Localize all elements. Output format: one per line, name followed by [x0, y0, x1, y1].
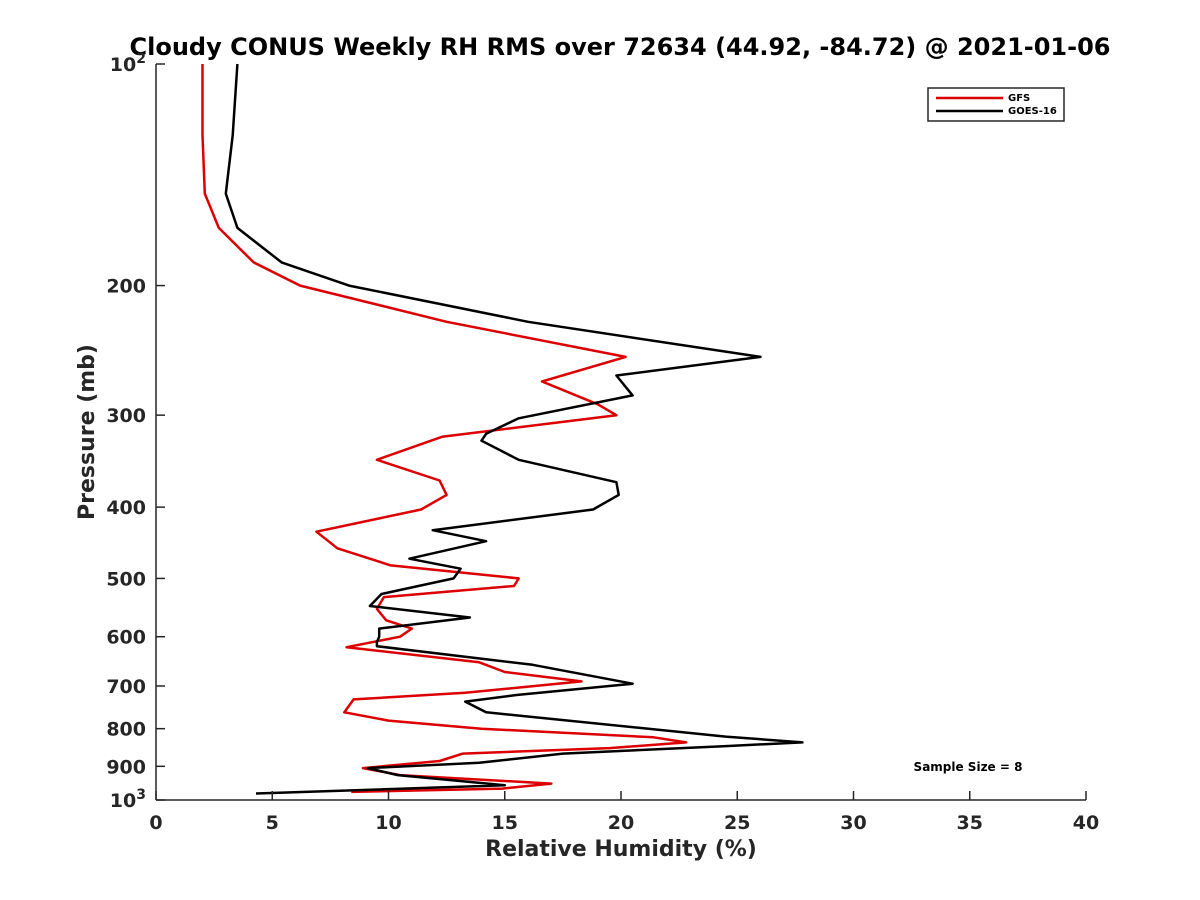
- x-tick-label: 10: [375, 812, 401, 834]
- y-tick-label: 400: [106, 497, 146, 519]
- sample-size-annotation: Sample Size = 8: [914, 760, 1023, 774]
- series-line-gfs: [201, 64, 688, 794]
- x-tick-label: 35: [957, 812, 983, 834]
- y-axis-label: Pressure (mb): [75, 344, 100, 520]
- legend-label-goes16: GOES-16: [1008, 106, 1057, 117]
- y-tick-label: 200: [106, 276, 146, 298]
- x-tick-label: 15: [492, 812, 518, 834]
- x-axis-label: Relative Humidity (%): [485, 837, 757, 862]
- legend-label-gfs: GFS: [1008, 93, 1030, 104]
- y-tick-label: 300: [106, 405, 146, 427]
- legend: GFS GOES-16: [927, 87, 1065, 122]
- y-tick-label: 600: [106, 627, 146, 649]
- legend-box: [927, 87, 1065, 122]
- plot-lines: [201, 63, 804, 795]
- y-tick-label: 103: [110, 787, 146, 812]
- x-tick-label: 0: [149, 812, 162, 834]
- y-tick-label: 800: [106, 719, 146, 741]
- x-ticks: 0 5 10 15 20 25 30 35 40: [149, 791, 1099, 834]
- y-tick-label: 500: [106, 568, 146, 590]
- x-tick-label: 40: [1073, 812, 1099, 834]
- x-tick-label: 25: [724, 812, 750, 834]
- x-tick-label: 30: [840, 812, 866, 834]
- y-ticks: 102 200 300 400 500 600 700 800 900 103: [106, 51, 165, 812]
- y-tick-label: 700: [106, 676, 146, 698]
- x-tick-label: 20: [608, 812, 634, 834]
- series-line-goes16: [224, 63, 804, 795]
- x-tick-label: 5: [266, 812, 279, 834]
- y-tick-label: 102: [110, 51, 146, 76]
- y-tick-label: 900: [106, 756, 146, 778]
- chart-title: Cloudy CONUS Weekly RH RMS over 72634 (4…: [130, 33, 1111, 61]
